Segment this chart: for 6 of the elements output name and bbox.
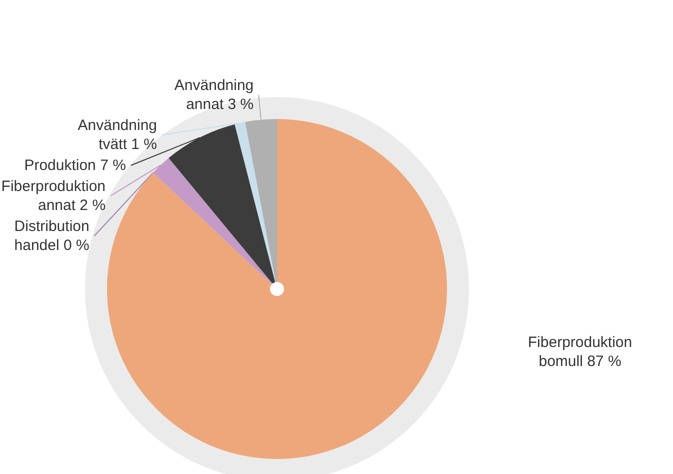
slice-label: Fiberproduktion annat 2 % bbox=[1, 178, 106, 214]
slice-label: Fiberproduktion bomull 87 % bbox=[528, 334, 632, 370]
slice-label: Produktion 7 % bbox=[24, 156, 126, 174]
slice-label: Användning annat 3 % bbox=[174, 76, 254, 113]
slice-label: Användning tvätt 1 % bbox=[78, 116, 158, 153]
category-label: Distribution handel 0 % bbox=[14, 218, 90, 254]
